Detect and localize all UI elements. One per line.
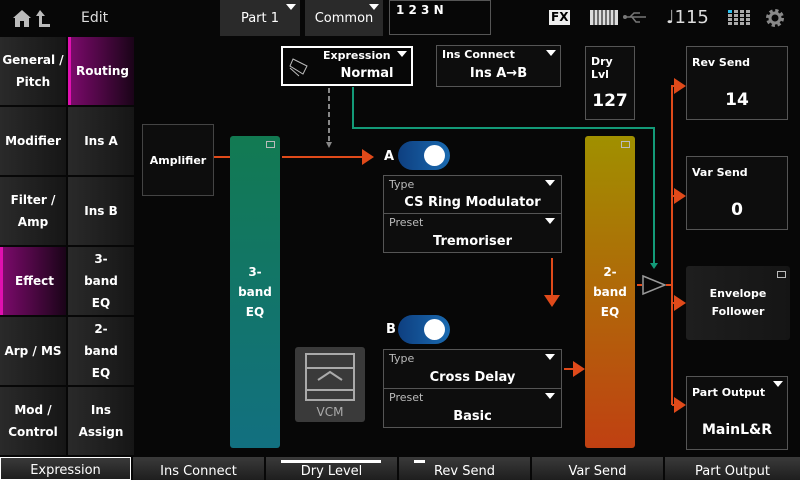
vcm-icon	[305, 353, 355, 401]
tab-general-pitch[interactable]: General / Pitch	[0, 37, 66, 105]
ins-a-label: A	[384, 149, 395, 164]
ins-connect-select[interactable]: Ins Connect Ins A→B	[436, 45, 561, 87]
screen-title: Edit	[81, 10, 109, 26]
home-icon[interactable]	[12, 9, 32, 28]
var-send-label: Var Send	[692, 166, 748, 179]
expression-select[interactable]: Expression Normal	[281, 46, 413, 86]
grid-icon[interactable]	[728, 10, 750, 26]
var-send-value: 0	[731, 200, 743, 220]
part-select[interactable]: Part 1	[220, 0, 300, 36]
common-select[interactable]: Common	[305, 0, 383, 36]
subtab-ins-a[interactable]: Ins A	[68, 107, 134, 175]
preset-label: Preset	[389, 216, 424, 229]
rev-send-bar	[414, 460, 425, 463]
tab-arp-ms[interactable]: Arp / MS	[0, 317, 66, 385]
ins-connect-label: Ins Connect	[442, 48, 515, 61]
ins-b-preset-value: Basic	[453, 409, 492, 424]
eq2-block[interactable]: 2-band EQ	[585, 136, 635, 448]
window-icon	[266, 141, 275, 148]
eq3-block[interactable]: 3-band EQ	[230, 136, 280, 448]
subtab-routing[interactable]: Routing	[68, 37, 134, 105]
eq3-label: 3-band EQ	[238, 265, 272, 319]
expression-value: Normal	[340, 66, 394, 81]
envelope-follower-button[interactable]: Envelope Follower	[686, 266, 790, 340]
var-send-field[interactable]: Var Send 0	[686, 156, 788, 230]
part-output-value: MainL&R	[701, 422, 773, 438]
rev-send-label: Rev Send	[692, 56, 751, 69]
amplifier-block: Amplifier	[142, 124, 214, 196]
amp-triangle-icon	[642, 274, 667, 296]
pedal-icon	[289, 58, 308, 77]
dry-level-bar	[281, 460, 381, 463]
usb-icon	[623, 12, 646, 23]
ins-connect-value: Ins A→B	[469, 66, 528, 81]
bottom-tab-expression[interactable]: Expression	[0, 457, 131, 480]
expression-label: Expression	[323, 49, 391, 62]
bottom-tab-part-output[interactable]: Part Output	[665, 457, 800, 480]
part-output-label: Part Output	[692, 386, 766, 399]
rev-send-value: 14	[725, 90, 749, 110]
gear-icon[interactable]	[765, 8, 785, 28]
dry-level-field[interactable]: Dry Lvl 127	[585, 46, 635, 120]
common-label: Common	[314, 10, 374, 26]
tempo-display[interactable]: ♩115	[666, 7, 709, 28]
dry-level-value: 127	[592, 91, 628, 111]
part-output-select[interactable]: Part Output MainL&R	[686, 376, 788, 450]
ins-a-preset-select[interactable]: Preset Tremoriser	[383, 213, 562, 253]
tab-effect[interactable]: Effect	[0, 247, 66, 315]
ins-a-type-value: CS Ring Modulator	[404, 195, 541, 210]
ins-b-toggle[interactable]	[398, 315, 450, 344]
vcm-label: VCM	[316, 405, 344, 419]
tab-filter-amp[interactable]: Filter / Amp	[0, 177, 66, 245]
vcm-badge: VCM	[295, 347, 365, 422]
ins-b-type-value: Cross Delay	[429, 370, 516, 385]
part-label: Part 1	[240, 10, 280, 26]
type-label: Type	[389, 178, 415, 191]
ins-a-type-select[interactable]: Type CS Ring Modulator	[383, 175, 562, 214]
rev-send-field[interactable]: Rev Send 14	[686, 46, 788, 120]
subtab-ins-b[interactable]: Ins B	[68, 177, 134, 245]
window-icon	[621, 141, 630, 148]
preset-label: Preset	[389, 391, 424, 404]
bottom-tab-rev-send[interactable]: Rev Send	[399, 457, 530, 480]
subtab-2band-eq[interactable]: 2-band EQ	[68, 317, 134, 385]
back-icon[interactable]	[35, 9, 51, 28]
tab-mod-control[interactable]: Mod / Control	[0, 387, 66, 455]
subtab-ins-assign[interactable]: Ins Assign	[68, 387, 134, 455]
bottom-tab-var-send[interactable]: Var Send	[532, 457, 663, 480]
subtab-3band-eq[interactable]: 3-band EQ	[68, 247, 134, 315]
eq2-label: 2-band EQ	[593, 265, 627, 319]
ins-b-preset-select[interactable]: Preset Basic	[383, 388, 562, 428]
tab-modifier[interactable]: Modifier	[0, 107, 66, 175]
bottom-tab-ins-connect[interactable]: Ins Connect	[133, 457, 264, 480]
type-label: Type	[389, 352, 415, 365]
fx-icon: FX	[549, 10, 571, 25]
ins-b-type-select[interactable]: Type Cross Delay	[383, 349, 562, 389]
ins-a-preset-value: Tremoriser	[433, 234, 512, 249]
performance-name[interactable]: 1 2 3 N	[389, 0, 491, 35]
expression-control-line	[352, 87, 655, 265]
dry-level-label: Dry Lvl	[591, 55, 613, 81]
keyboard-icon	[590, 10, 618, 25]
window-icon	[777, 271, 786, 278]
ins-b-label: B	[386, 322, 396, 337]
ins-a-toggle[interactable]	[398, 141, 450, 170]
